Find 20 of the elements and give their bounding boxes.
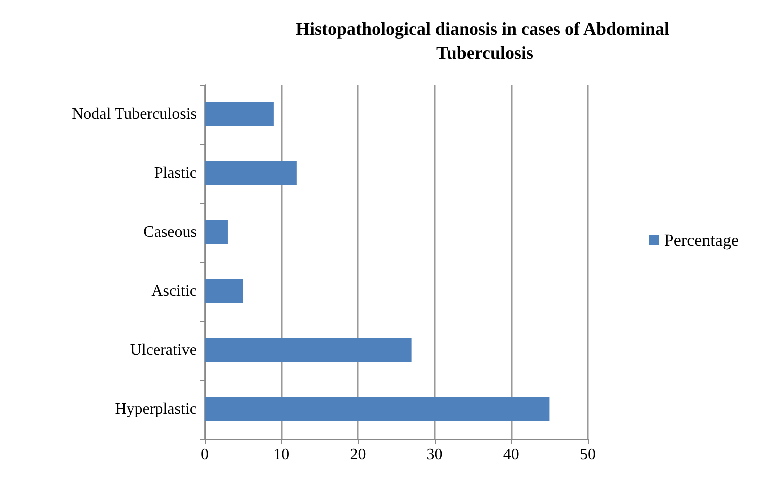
y-tick-label: Hyperplastic [115,401,197,418]
y-tick-label: Nodal Tuberculosis [72,106,197,123]
chart-title: Histopathological dianosis in cases of Abdominal Tuberculosis [296,19,674,63]
bar [205,338,412,362]
x-tick-label: 40 [503,446,520,464]
x-tick-label: 30 [426,446,443,464]
legend-label: Percentage [664,231,740,250]
x-tick-label: 50 [580,446,596,464]
x-tick-label: 0 [201,446,209,464]
bar [205,280,244,304]
bar [205,162,297,186]
x-tick-label: 10 [274,446,290,464]
y-tick-label: Ascitic [152,283,197,300]
y-tick-label: Plastic [154,165,197,182]
y-tick-label: Ulcerative [130,342,197,359]
bar [205,102,274,126]
x-tick-label: 20 [350,446,366,464]
y-tick-label: Caseous [144,224,197,241]
bar [205,220,228,244]
bar [205,398,550,422]
